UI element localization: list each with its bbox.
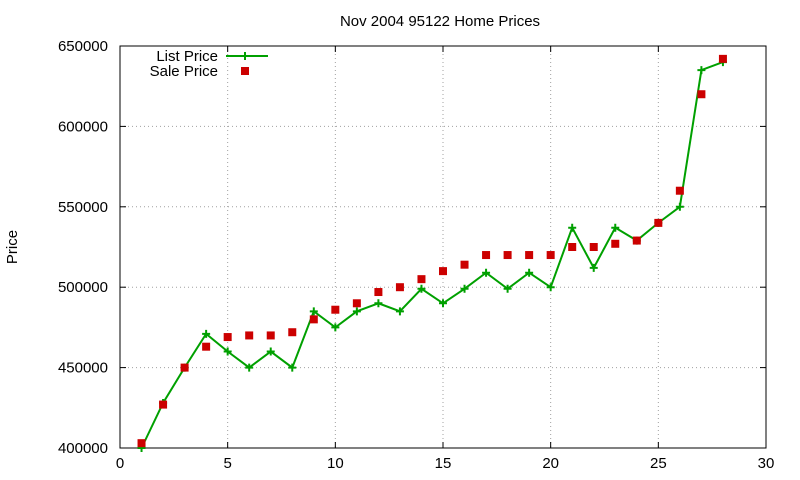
point-sale-price [159,400,168,409]
point-list-price [395,307,404,316]
plot-frame [119,45,767,449]
point-list-price [589,263,598,272]
chart-title: Nov 2004 95122 Home Prices [340,13,540,30]
y-axis-label: Price [4,230,21,264]
point-sale-price [202,342,211,351]
x-tick-label: 5 [223,455,231,472]
point-sale-price [266,331,275,340]
point-sale-price [460,260,469,269]
point-sale-price [568,243,577,251]
point-sale-price [417,275,426,284]
point-sale-price [331,305,340,314]
point-list-price [417,284,426,293]
point-sale-price [245,331,254,340]
legend-marker-sale-price [241,67,249,75]
x-tick-label: 0 [116,455,124,472]
y-tick-label: 400000 [58,440,108,457]
point-list-price [309,307,318,316]
point-list-price [374,299,383,308]
y-tick-label: 500000 [58,279,108,296]
point-sale-price [288,328,297,337]
point-sale-price [632,236,641,245]
series-line-list-price [140,61,724,449]
point-list-price [331,323,340,332]
point-sale-price [611,239,620,248]
grid-lines [120,46,766,448]
legend-label-sale-price: Sale Price [150,63,218,80]
y-tick-label: 650000 [58,38,108,55]
point-sale-price [675,186,684,195]
x-tick-label: 15 [435,455,452,472]
legend: List Price Sale Price [150,48,268,80]
y-tick-label: 450000 [58,360,108,377]
point-sale-price [223,333,232,342]
point-sale-price [352,299,361,308]
x-tick-label: 20 [542,455,559,472]
point-sale-price [395,283,404,292]
point-sale-price [374,288,383,297]
point-sale-price [654,218,663,227]
point-sale-price [718,54,727,63]
point-sale-price [482,251,491,260]
point-list-price [266,347,275,356]
point-list-price [223,347,232,356]
point-sale-price [546,251,555,260]
point-list-price [245,363,254,372]
point-list-price [697,66,706,75]
y-tick-label: 550000 [58,199,108,216]
point-sale-price [589,243,598,251]
legend-marker-list-price [241,52,249,60]
point-list-price [288,363,297,372]
point-list-price [611,223,620,232]
point-list-price [503,284,512,293]
data-series [137,54,727,452]
x-tick-label: 10 [327,455,344,472]
point-list-price [202,329,211,338]
point-sale-price [503,251,512,260]
point-sale-price [439,267,447,276]
x-tick-label: 25 [650,455,667,472]
point-sale-price [309,315,318,324]
legend-label-list-price: List Price [156,48,218,65]
point-list-price [460,284,469,293]
point-list-price [546,283,555,292]
y-tick-label: 600000 [58,118,108,135]
point-sale-price [525,251,534,260]
point-list-price [482,268,491,277]
point-list-price [439,299,447,308]
point-list-price [675,202,684,211]
point-sale-price [180,363,189,372]
point-sale-price [137,439,146,448]
point-sale-price [697,90,706,99]
point-list-price [568,223,577,232]
x-tick-label: 30 [758,455,775,472]
point-list-price [525,268,534,277]
point-list-price [352,307,361,316]
